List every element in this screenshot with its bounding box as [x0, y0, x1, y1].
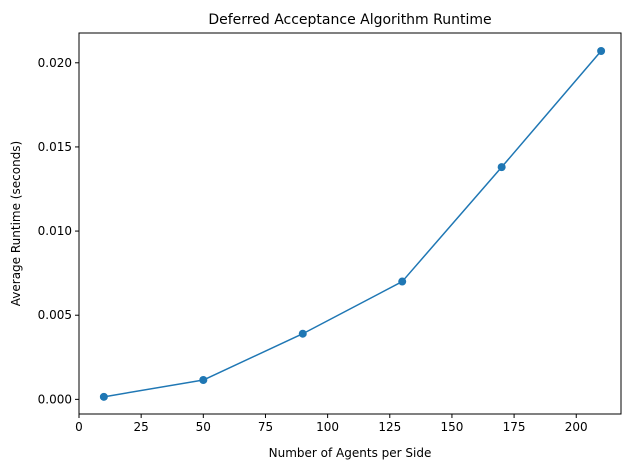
x-tick-label: 100 — [316, 420, 339, 434]
plot-frame — [78, 32, 622, 415]
chart-title: Deferred Acceptance Algorithm Runtime — [208, 12, 491, 28]
x-tick-label: 175 — [503, 420, 526, 434]
y-axis-ticks: 0.000 0.005 0.010 0.015 0.020 — [38, 56, 79, 406]
plot-data — [99, 47, 606, 401]
y-tick-label: 0.015 — [38, 140, 72, 154]
data-point — [597, 47, 606, 56]
y-axis-label: Average Runtime (seconds) — [9, 141, 23, 306]
y-tick-label: 0.020 — [38, 56, 72, 70]
data-point — [398, 277, 407, 286]
series-line — [103, 50, 602, 398]
data-point — [99, 392, 108, 401]
y-tick-label: 0.010 — [38, 224, 72, 238]
x-axis-label: Number of Agents per Side — [269, 446, 432, 460]
data-point — [199, 376, 208, 385]
x-tick-label: 75 — [258, 420, 273, 434]
data-point — [497, 163, 506, 172]
x-tick-label: 150 — [440, 420, 463, 434]
data-point — [298, 329, 307, 338]
x-tick-label: 0 — [75, 420, 83, 434]
x-tick-label: 25 — [134, 420, 149, 434]
x-tick-label: 50 — [196, 420, 211, 434]
x-tick-label: 200 — [565, 420, 588, 434]
y-tick-label: 0.005 — [38, 308, 72, 322]
x-tick-label: 125 — [378, 420, 401, 434]
y-tick-label: 0.000 — [38, 392, 72, 406]
x-axis-ticks: 0 25 50 75 100 125 150 175 200 — [75, 414, 588, 434]
